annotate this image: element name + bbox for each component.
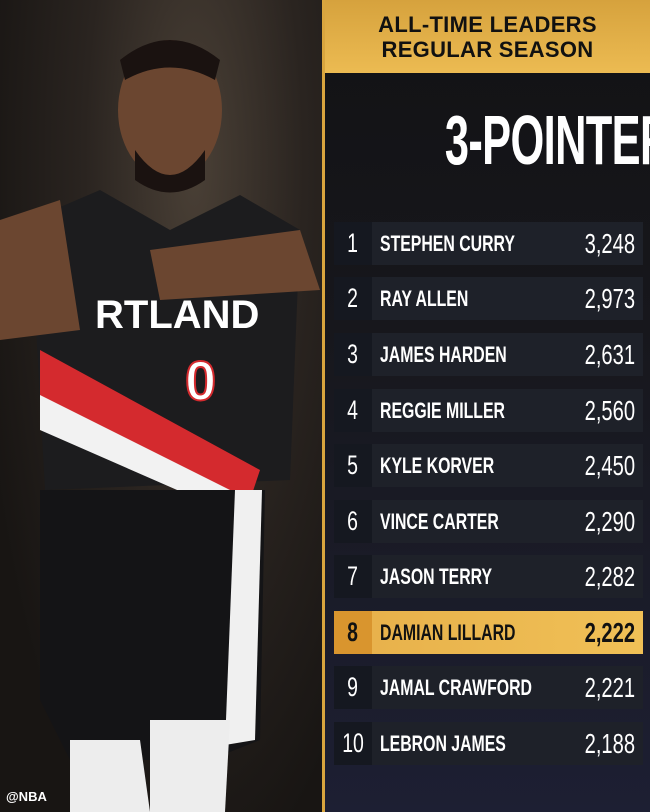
- player-name: JAMAL CRAWFORD: [380, 674, 532, 700]
- leader-row: 6 VINCE CARTER 2,290: [334, 500, 643, 543]
- leader-row: 9 JAMAL CRAWFORD 2,221: [334, 666, 643, 709]
- rank: 4: [334, 389, 372, 432]
- rank: 2: [334, 277, 372, 320]
- leaders-panel: ALL-TIME LEADERS REGULAR SEASON 3-POINTE…: [322, 0, 650, 812]
- rank: 10: [334, 722, 372, 765]
- player-name: JASON TERRY: [380, 563, 493, 589]
- player-name: KYLE KORVER: [380, 452, 495, 478]
- nba-watermark: @NBA: [6, 789, 47, 804]
- leader-row: 3 JAMES HARDEN 2,631: [334, 333, 643, 376]
- three-pointers-value: 2,282: [584, 560, 635, 592]
- leader-row: 4 REGGIE MILLER 2,560: [334, 389, 643, 432]
- header-line-1: ALL-TIME LEADERS: [378, 11, 597, 37]
- three-pointers-value: 2,631: [584, 338, 635, 370]
- player-name: VINCE CARTER: [380, 508, 499, 534]
- leader-row: 5 KYLE KORVER 2,450: [334, 444, 643, 487]
- player-name: REGGIE MILLER: [380, 397, 505, 423]
- player-illustration: RTLAND 0: [0, 40, 320, 812]
- header-banner: ALL-TIME LEADERS REGULAR SEASON: [325, 0, 650, 73]
- player-name: STEPHEN CURRY: [380, 230, 515, 256]
- rank: 8: [334, 611, 372, 654]
- player-photo: RTLAND 0 @NBA: [0, 0, 324, 812]
- rank: 5: [334, 444, 372, 487]
- player-name: DAMIAN LILLARD: [380, 619, 516, 645]
- leader-row: 8 DAMIAN LILLARD 2,222: [334, 611, 643, 654]
- leader-row: 7 JASON TERRY 2,282: [334, 555, 643, 598]
- rank: 3: [334, 333, 372, 376]
- leader-row: 1 STEPHEN CURRY 3,248: [334, 222, 643, 265]
- leader-row: 2 RAY ALLEN 2,973: [334, 277, 643, 320]
- three-pointers-value: 2,222: [584, 616, 635, 648]
- player-name: JAMES HARDEN: [380, 341, 507, 367]
- jersey-number: 0: [185, 349, 216, 412]
- player-name: RAY ALLEN: [380, 285, 469, 311]
- three-pointers-value: 3,248: [584, 227, 635, 259]
- stat-title-text: 3-POINTERS MADE: [444, 101, 650, 179]
- three-pointers-value: 2,560: [584, 394, 635, 426]
- header-line-2: REGULAR SEASON: [381, 36, 594, 62]
- three-pointers-value: 2,973: [584, 282, 635, 314]
- rank: 9: [334, 666, 372, 709]
- jersey-text: RTLAND: [95, 293, 259, 337]
- stat-title: 3-POINTERS MADE: [325, 100, 650, 180]
- rank: 6: [334, 500, 372, 543]
- three-pointers-value: 2,450: [584, 449, 635, 481]
- rank: 7: [334, 555, 372, 598]
- three-pointers-value: 2,290: [584, 505, 635, 537]
- rank: 1: [334, 222, 372, 265]
- player-name: LEBRON JAMES: [380, 730, 506, 756]
- three-pointers-value: 2,221: [584, 671, 635, 703]
- leader-row: 10 LEBRON JAMES 2,188: [334, 722, 643, 765]
- three-pointers-value: 2,188: [584, 727, 635, 759]
